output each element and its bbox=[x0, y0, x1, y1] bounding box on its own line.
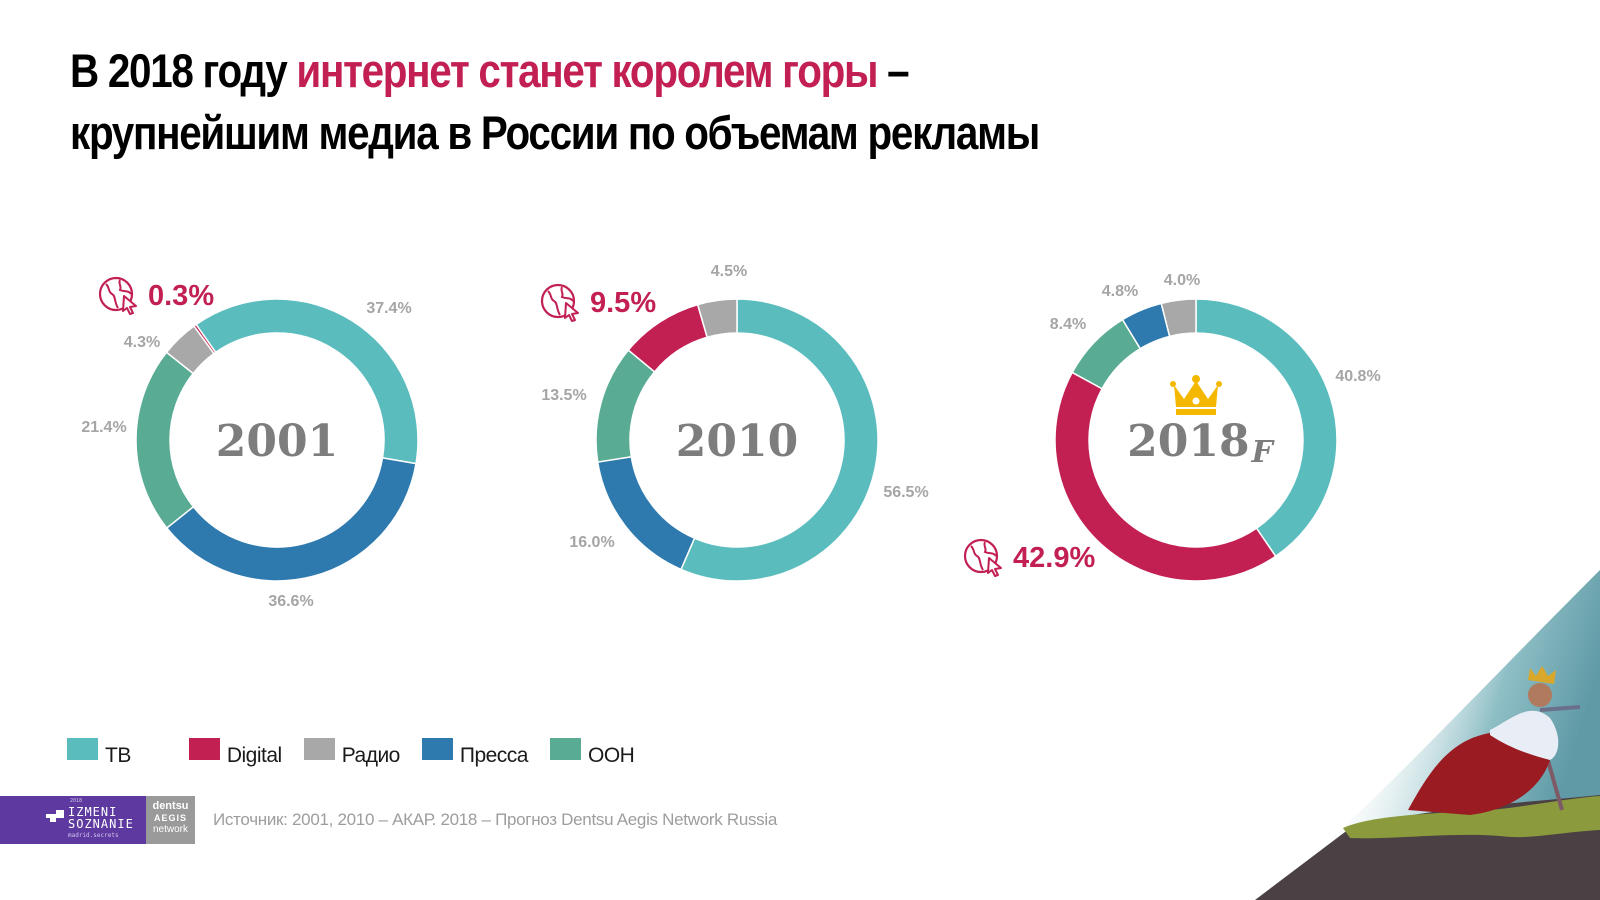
logo-subtitle: madrid.secrets bbox=[68, 832, 119, 839]
label-digital-highlight: 0.3% bbox=[148, 280, 214, 312]
legend-item: OOH bbox=[550, 738, 635, 768]
legend-swatch bbox=[67, 738, 98, 760]
year-label: 2001 bbox=[216, 416, 338, 467]
globe-cursor-icon bbox=[540, 283, 579, 322]
year-label: 2018F bbox=[1127, 416, 1275, 470]
donut-2018: 40.8% 8.4% 4.8% 4.0% 42.9% 2018F bbox=[963, 272, 1381, 582]
slice-Пресса bbox=[165, 457, 417, 582]
label-Пресса: 4.8% bbox=[1102, 283, 1138, 300]
globe-cursor-icon bbox=[98, 276, 137, 315]
slice-ТВ bbox=[680, 298, 879, 582]
label-ТВ: 40.8% bbox=[1335, 368, 1380, 385]
donut-2001: 37.4% 36.6% 21.4% 4.3% 0.3% 2001 bbox=[81, 276, 419, 610]
globe-cursor-icon bbox=[963, 538, 1002, 577]
king-head bbox=[1528, 683, 1552, 707]
donut-2010: 56.5% 16.0% 13.5% 4.5% 9.5% 2010 bbox=[540, 263, 929, 582]
legend-item: ТВ bbox=[67, 738, 131, 768]
logo-year: 2018 bbox=[70, 798, 83, 804]
slice-Пресса bbox=[596, 455, 696, 571]
legend-label: OOH bbox=[588, 744, 635, 767]
slice-Digital bbox=[1054, 371, 1277, 582]
king-on-cliff-illustration bbox=[1255, 570, 1600, 900]
crown-icon bbox=[1170, 375, 1222, 415]
legend-swatch bbox=[550, 738, 581, 760]
slice-Digital bbox=[192, 323, 217, 355]
label-digital-highlight: 9.5% bbox=[590, 287, 656, 319]
legend-label: Радио bbox=[341, 744, 401, 767]
slice-OOH bbox=[135, 351, 195, 530]
label-digital-highlight: 42.9% bbox=[1013, 542, 1095, 574]
label-Пресса: 36.6% bbox=[268, 593, 313, 610]
label-OOH: 8.4% bbox=[1050, 316, 1086, 333]
legend-item: Пресса bbox=[421, 738, 529, 768]
label-ТВ: 56.5% bbox=[883, 484, 928, 501]
legend-swatch bbox=[421, 738, 453, 760]
slice-Радио bbox=[1160, 298, 1197, 338]
legend-item: Радио bbox=[303, 738, 401, 768]
title-part-1: В 2018 году bbox=[70, 44, 297, 97]
izmeni-mark-icon bbox=[46, 810, 64, 822]
legend-item: Digital bbox=[188, 738, 282, 768]
title-accent: интернет станет королем горы bbox=[296, 44, 878, 97]
logo-text: IZMENI SOZNANIE bbox=[68, 806, 134, 830]
title-part-2: – bbox=[877, 44, 910, 97]
aegis-text: AEGIS bbox=[153, 813, 187, 823]
dentsu-aegis-logo: dentsu AEGIS network bbox=[146, 796, 195, 844]
label-OOH: 13.5% bbox=[541, 387, 586, 404]
dentsu-text: dentsu bbox=[152, 800, 189, 812]
legend-label: Пресса bbox=[459, 744, 529, 767]
label-Радио: 4.3% bbox=[124, 334, 160, 351]
legend-swatch bbox=[188, 738, 220, 760]
cliff-grass bbox=[1343, 796, 1600, 839]
king-crown-icon bbox=[1528, 666, 1556, 684]
network-text: network bbox=[152, 824, 188, 835]
donut-charts: 37.4% 36.6% 21.4% 4.3% 0.3% 2001 56.5% 16.0% 13.… bbox=[81, 263, 1381, 610]
king-ermine bbox=[1490, 710, 1559, 760]
slice-Радио bbox=[696, 298, 738, 339]
chair-back bbox=[1539, 705, 1581, 712]
legend-swatch bbox=[303, 738, 335, 760]
legend-label: Digital bbox=[226, 744, 282, 767]
legend: ТВ Digital Радио Пресса OOH bbox=[67, 738, 656, 768]
slice-ТВ bbox=[1195, 298, 1338, 558]
label-Радио: 4.0% bbox=[1164, 272, 1200, 289]
logo-line-2: SOZNANIE bbox=[68, 817, 134, 831]
label-Пресса: 16.0% bbox=[569, 534, 614, 551]
label-Радио: 4.5% bbox=[711, 263, 747, 280]
legend-label: ТВ bbox=[105, 744, 131, 767]
king-robe bbox=[1408, 732, 1550, 815]
source-note: Источник: 2001, 2010 – АКАР. 2018 – Прог… bbox=[213, 810, 778, 829]
forecast-suffix: F bbox=[1251, 435, 1276, 470]
title-line-1: В 2018 году интернет станет королем горы… bbox=[70, 40, 1102, 102]
logo-line-1: IZMENI bbox=[68, 805, 118, 819]
slice-OOH bbox=[595, 349, 656, 463]
label-ТВ: 37.4% bbox=[366, 300, 411, 317]
label-OOH: 21.4% bbox=[81, 419, 126, 436]
title-line-2: крупнейшим медиа в России по объемам рек… bbox=[70, 106, 1040, 159]
izmeni-soznanie-logo: 2018 IZMENI SOZNANIE madrid.secrets bbox=[0, 796, 146, 844]
year-label: 2010 bbox=[676, 416, 798, 467]
page-title: В 2018 году интернет станет королем горы… bbox=[70, 40, 1102, 164]
